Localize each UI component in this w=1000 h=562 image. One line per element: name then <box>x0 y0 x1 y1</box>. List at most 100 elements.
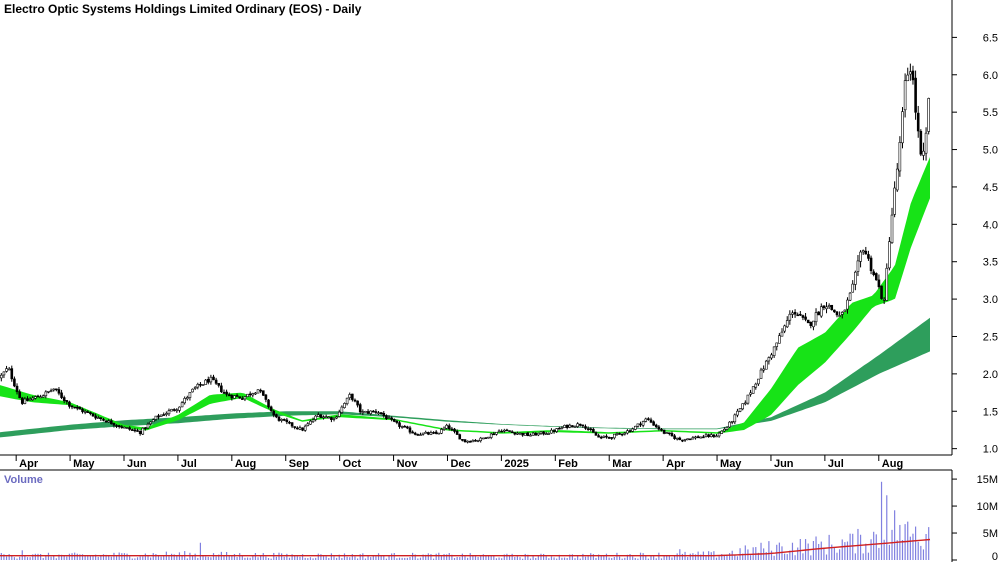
candle-body <box>599 436 603 439</box>
candle-body <box>217 383 221 386</box>
candle-body <box>369 410 372 414</box>
candle-body <box>387 417 391 419</box>
candle-body <box>149 421 152 425</box>
candle-body <box>345 397 349 405</box>
candle-body <box>592 428 595 433</box>
candle-body <box>901 111 904 144</box>
candle-body <box>709 434 713 438</box>
candle-body <box>117 425 121 428</box>
candle-body <box>141 427 145 435</box>
candle-body <box>851 283 855 293</box>
candle-body <box>725 427 729 430</box>
candle-body <box>565 424 569 428</box>
candle-body <box>238 396 242 399</box>
candle-body <box>128 427 131 430</box>
candle-body <box>193 387 197 389</box>
candle-body <box>445 424 448 429</box>
candle-body <box>757 378 760 385</box>
candle-body <box>351 393 354 400</box>
candle-body <box>827 305 831 308</box>
candle-body <box>576 423 579 427</box>
candle-body <box>529 434 532 437</box>
long-ema-band <box>0 317 930 438</box>
volume-y-tick-label: 10M <box>977 501 998 513</box>
candle-body <box>895 168 899 191</box>
candle-body <box>550 429 553 434</box>
candle-body <box>563 424 566 428</box>
candle-body <box>922 150 925 156</box>
candle-body <box>489 433 493 438</box>
price-y-tick-label: 5.5 <box>983 107 998 119</box>
candle-body <box>115 425 118 427</box>
candle-body <box>411 431 414 434</box>
candle-body <box>78 406 82 410</box>
candle-body <box>864 250 868 255</box>
candle-body <box>10 368 14 380</box>
candle-body <box>450 428 454 431</box>
candle-body <box>264 394 268 400</box>
candle-body <box>120 426 124 428</box>
candle-body <box>636 423 640 427</box>
candle-body <box>641 421 645 426</box>
candle-body <box>400 426 404 428</box>
volume-y-tick-label: 0 <box>992 551 998 562</box>
candle-body <box>130 429 134 431</box>
volume-panel: Volume 15M 10M 5M 0 <box>0 470 998 562</box>
candle-body <box>906 74 910 82</box>
candle-body <box>911 70 915 81</box>
price-y-axis: 6.5 6.0 5.5 5.0 4.5 4.0 3.5 3.0 2.5 2.0 1.5 1.0 <box>952 32 998 456</box>
candle-body <box>615 433 619 435</box>
candle-body <box>539 431 543 434</box>
candle-body <box>694 436 697 439</box>
candle-body <box>819 306 823 317</box>
candle-body <box>479 437 483 441</box>
candle-body <box>81 408 84 413</box>
candle-body <box>222 392 226 394</box>
candle-body <box>838 315 841 317</box>
candle-body <box>188 392 192 398</box>
candle-body <box>55 388 58 391</box>
candle-body <box>767 357 771 362</box>
candle-body <box>398 422 401 427</box>
candle-body <box>83 410 87 413</box>
candle-body <box>377 412 380 415</box>
candle-body <box>36 395 40 398</box>
candle-body <box>165 413 168 415</box>
candle-body <box>772 346 776 356</box>
candle-body <box>620 433 624 436</box>
candle-body <box>13 378 16 387</box>
candle-body <box>534 432 538 436</box>
x-tick-label: May <box>720 458 742 470</box>
candle-body <box>741 403 744 410</box>
candle-body <box>764 360 768 370</box>
candle-body <box>558 427 561 430</box>
candle-body <box>505 429 509 432</box>
candle-body <box>319 414 323 418</box>
candle-body <box>893 187 896 215</box>
candle-body <box>890 214 894 243</box>
candle-body <box>406 426 409 429</box>
candle-body <box>466 440 469 443</box>
candle-body <box>290 422 294 427</box>
volume-y-axis: 15M 10M 5M 0 <box>952 474 998 562</box>
candle-body <box>746 394 750 404</box>
candle-body <box>728 421 731 428</box>
candle-body <box>733 414 737 423</box>
candle-body <box>783 325 786 332</box>
candle-body <box>924 132 928 154</box>
candle-body <box>235 395 239 397</box>
candle-body <box>86 411 90 414</box>
candle-body <box>332 418 336 420</box>
candle-body <box>437 432 441 435</box>
candle-body <box>861 250 865 253</box>
candle-body <box>199 383 202 386</box>
candle-body <box>581 424 585 427</box>
candle-body <box>309 420 312 425</box>
chart-title: Electro Optic Systems Holdings Limited O… <box>4 2 362 16</box>
candle-body <box>57 389 61 394</box>
candle-body <box>759 369 763 379</box>
candle-body <box>560 427 564 429</box>
candle-body <box>2 371 6 376</box>
candle-body <box>322 416 325 419</box>
candle-body <box>201 384 205 386</box>
